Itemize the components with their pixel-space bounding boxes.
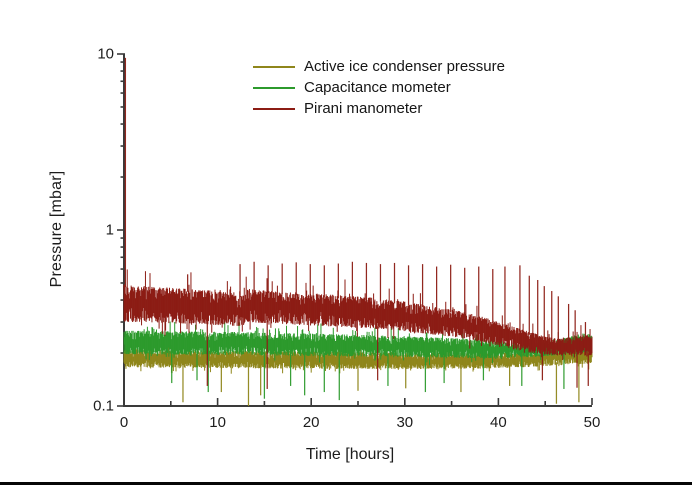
x-tick-label: 40 — [490, 414, 507, 431]
legend-line-swatch — [253, 86, 295, 89]
legend-item: Pirani manometer — [253, 98, 505, 119]
y-tick-label: 1 — [105, 221, 114, 239]
x-tick-label: 50 — [583, 414, 601, 431]
legend-item: Capacitance mometer — [253, 77, 505, 98]
bottom-rule — [0, 482, 692, 485]
y-tick-label: 10 — [97, 45, 114, 63]
legend-item: Active ice condenser pressure — [253, 56, 505, 77]
x-tick-label: 20 — [302, 414, 320, 431]
x-tick-label: 30 — [396, 414, 414, 431]
legend-line-swatch — [253, 65, 295, 68]
legend-label: Pirani manometer — [304, 100, 423, 117]
legend: Active ice condenser pressure Capacitanc… — [253, 56, 505, 119]
x-axis-title: Time [hours] — [305, 446, 395, 463]
legend-label: Active ice condenser pressure — [304, 58, 505, 75]
y-axis-title: Pressure [mbar] — [48, 170, 65, 288]
legend-label: Capacitance mometer — [304, 79, 451, 96]
y-tick-label: 0.1 — [93, 397, 114, 415]
x-tick-label: 0 — [119, 414, 129, 431]
x-tick-label: 10 — [209, 414, 226, 431]
legend-line-swatch — [253, 107, 295, 110]
